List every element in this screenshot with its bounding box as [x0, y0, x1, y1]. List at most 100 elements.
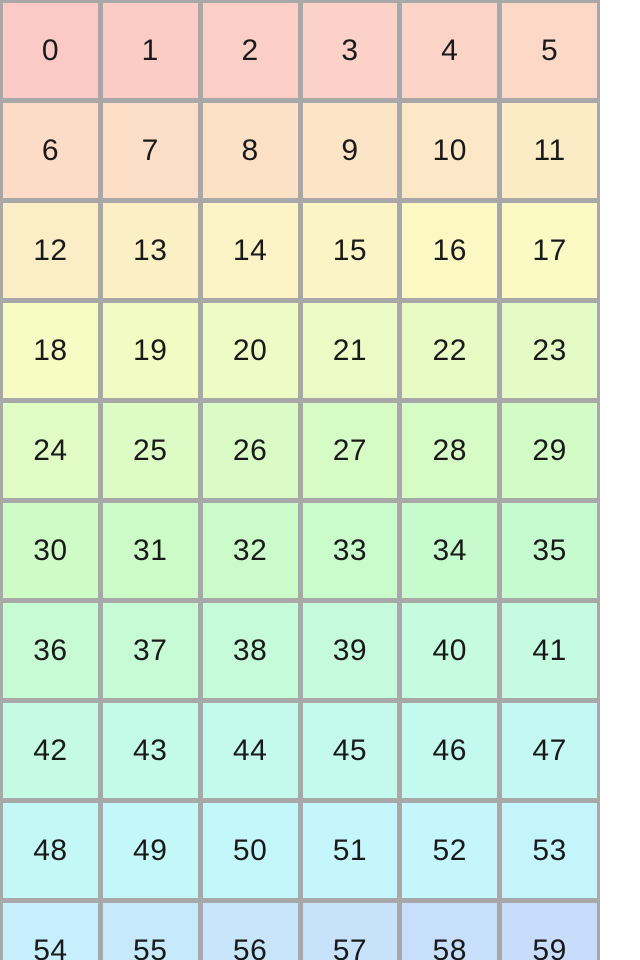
grid-cell[interactable]: 25 — [102, 403, 198, 498]
grid-cell-label: 35 — [532, 533, 567, 567]
grid-cell[interactable]: 57 — [302, 903, 398, 960]
grid-cell-label: 39 — [332, 633, 368, 667]
grid-cell[interactable]: 13 — [102, 203, 198, 298]
grid-cell-label: 9 — [341, 133, 359, 167]
grid-cell-label: 37 — [133, 633, 168, 667]
grid-cell-label: 22 — [432, 333, 467, 367]
grid-cell-label: 46 — [432, 733, 467, 767]
grid-cell[interactable]: 31 — [102, 503, 198, 598]
grid-cell-label: 29 — [532, 433, 567, 467]
grid-cell[interactable]: 51 — [302, 803, 398, 898]
grid-cell[interactable]: 16 — [402, 203, 498, 298]
grid-cell[interactable]: 1 — [102, 3, 198, 98]
grid-cell[interactable]: 26 — [202, 403, 298, 498]
grid-cell-label: 15 — [332, 233, 368, 267]
grid-cell[interactable]: 23 — [502, 303, 597, 398]
grid-cell-label: 10 — [432, 133, 467, 167]
grid-cell[interactable]: 37 — [102, 603, 198, 698]
grid-cell[interactable]: 59 — [502, 903, 597, 960]
grid-cell[interactable]: 6 — [3, 103, 98, 198]
grid-cell-label: 20 — [232, 333, 268, 367]
grid-cell-label: 27 — [332, 433, 368, 467]
grid-cell-label: 4 — [441, 33, 459, 67]
number-grid: 0 1 2 3 4 5 6 7 8 9 10 11 12 13 14 15 16 17 18 19 20 21 22 23 24… — [0, 0, 600, 960]
grid-cell[interactable]: 54 — [3, 903, 98, 960]
grid-cell[interactable]: 22 — [402, 303, 498, 398]
grid-cell[interactable]: 9 — [302, 103, 398, 198]
grid-cell[interactable]: 58 — [402, 903, 498, 960]
grid-cell[interactable]: 55 — [102, 903, 198, 960]
grid-cell[interactable]: 45 — [302, 703, 398, 798]
grid-cell-label: 7 — [141, 133, 159, 167]
grid-cell[interactable]: 36 — [3, 603, 98, 698]
grid-cell[interactable]: 44 — [202, 703, 298, 798]
grid-cell[interactable]: 28 — [402, 403, 498, 498]
grid-cell-label: 5 — [540, 33, 559, 67]
grid-cell-label: 40 — [432, 633, 467, 667]
grid-cell-label: 14 — [232, 233, 268, 267]
grid-cell[interactable]: 30 — [3, 503, 98, 598]
grid-cell-label: 58 — [432, 933, 467, 960]
grid-cell[interactable]: 46 — [402, 703, 498, 798]
grid-cell[interactable]: 10 — [402, 103, 498, 198]
grid-cell[interactable]: 19 — [102, 303, 198, 398]
grid-cell[interactable]: 33 — [302, 503, 398, 598]
grid-cell-label: 23 — [532, 333, 567, 367]
grid-cell-label: 34 — [432, 533, 467, 567]
grid-cell[interactable]: 50 — [202, 803, 298, 898]
grid-cell-label: 44 — [232, 733, 268, 767]
grid-cell[interactable]: 17 — [502, 203, 597, 298]
grid-cell[interactable]: 21 — [302, 303, 398, 398]
grid-cell[interactable]: 34 — [402, 503, 498, 598]
grid-cell[interactable]: 53 — [502, 803, 597, 898]
grid-cell[interactable]: 49 — [102, 803, 198, 898]
grid-cell[interactable]: 41 — [502, 603, 597, 698]
grid-cell[interactable]: 52 — [402, 803, 498, 898]
grid-cell[interactable]: 38 — [202, 603, 298, 698]
grid-cell-label: 18 — [33, 333, 68, 367]
grid-cell-label: 50 — [232, 833, 268, 867]
grid-cell-label: 24 — [33, 433, 68, 467]
grid-cell[interactable]: 32 — [202, 503, 298, 598]
grid-cell[interactable]: 11 — [502, 103, 597, 198]
grid-cell-label: 43 — [133, 733, 168, 767]
grid-cell[interactable]: 39 — [302, 603, 398, 698]
grid-cell[interactable]: 40 — [402, 603, 498, 698]
grid-cell[interactable]: 48 — [3, 803, 98, 898]
grid-cell-label: 16 — [432, 233, 467, 267]
grid-cell[interactable]: 8 — [202, 103, 298, 198]
grid-cell-label: 11 — [533, 133, 566, 167]
grid-cell-label: 1 — [141, 33, 159, 67]
grid-cell[interactable]: 12 — [3, 203, 98, 298]
grid-cell[interactable]: 0 — [3, 3, 98, 98]
grid-cell-label: 53 — [532, 833, 567, 867]
grid-cell[interactable]: 47 — [502, 703, 597, 798]
grid-cell[interactable]: 14 — [202, 203, 298, 298]
grid-cell[interactable]: 7 — [102, 103, 198, 198]
grid-cell[interactable]: 2 — [202, 3, 298, 98]
grid-cell[interactable]: 27 — [302, 403, 398, 498]
grid-cell[interactable]: 3 — [302, 3, 398, 98]
grid-cell[interactable]: 18 — [3, 303, 98, 398]
grid-cell-label: 2 — [241, 33, 259, 67]
grid-cell-label: 30 — [33, 533, 68, 567]
grid-cell-label: 0 — [41, 33, 59, 67]
grid-cell-label: 32 — [232, 533, 268, 567]
grid-cell-label: 54 — [33, 933, 68, 960]
grid-cell-label: 12 — [33, 233, 68, 267]
grid-cell-label: 49 — [133, 833, 168, 867]
grid-cell-label: 26 — [232, 433, 268, 467]
grid-cell[interactable]: 29 — [502, 403, 597, 498]
grid-cell-label: 33 — [332, 533, 368, 567]
grid-cell[interactable]: 20 — [202, 303, 298, 398]
grid-cell[interactable]: 24 — [3, 403, 98, 498]
grid-cell[interactable]: 4 — [402, 3, 498, 98]
grid-cell[interactable]: 42 — [3, 703, 98, 798]
grid-cell[interactable]: 35 — [502, 503, 597, 598]
grid-cell[interactable]: 43 — [102, 703, 198, 798]
grid-cell[interactable]: 56 — [202, 903, 298, 960]
grid-cell[interactable]: 15 — [302, 203, 398, 298]
grid-cell[interactable]: 5 — [502, 3, 597, 98]
grid-cell-label: 17 — [532, 233, 567, 267]
